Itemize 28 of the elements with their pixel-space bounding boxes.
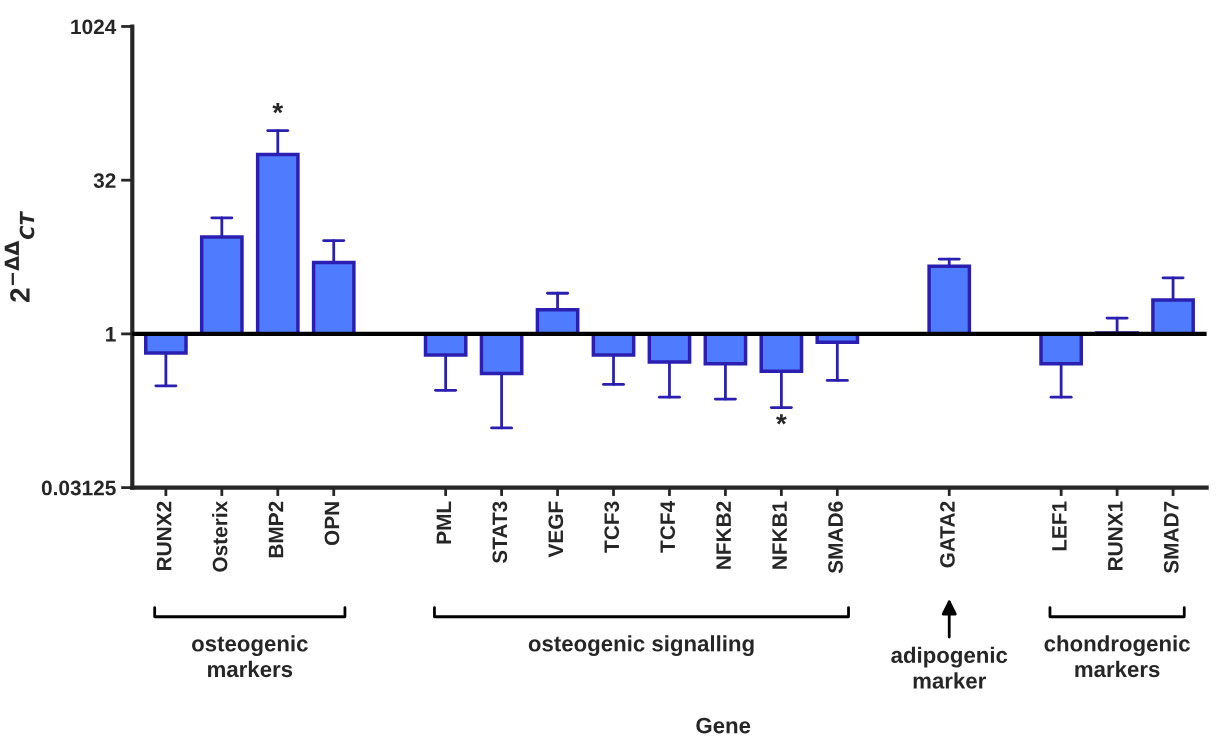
x-tick-label: STAT3 [492,501,508,564]
x-tick-label: RUNX1 [1108,501,1123,571]
x-tick-label: RUNX2 [156,501,172,571]
x-tick-label: OPN [324,502,340,546]
x-tick-label: GATA2 [940,501,955,568]
x-tick-label: BMP2 [268,501,284,558]
x-tick-label: TCF3 [604,501,620,553]
y-tick-label: 1024 [71,19,117,35]
text: adipogenic marker [891,646,1008,689]
x-tick-label: NFKB1 [772,501,787,569]
annotation: * [272,102,284,114]
x-tick-label: PML [436,501,452,544]
x-tick-label: LEF1 [1052,501,1067,551]
y-tick-label: 1 [106,327,116,342]
annotation: * [776,414,787,425]
x-tick-label: NFKB2 [716,501,731,569]
text: osteogenic markers [192,635,308,678]
x-tick-label: TCF4 [660,500,676,553]
x-tick-label: VEGF [548,501,564,558]
x-tick-label: Osterix [212,500,228,572]
text: chondrogenic markers [1044,635,1190,678]
y-axis-title: 2$^{−ΔΔ}$$_{CT}$ [4,210,35,302]
y-tick-label: 32 [93,173,116,188]
x-tick-label: SMAD6 [828,501,843,574]
text: Gene [696,717,751,734]
y-tick-label: 0.03125 [41,480,116,496]
x-tick-label: SMAD7 [1163,501,1179,574]
text: osteogenic signalling [528,635,754,656]
